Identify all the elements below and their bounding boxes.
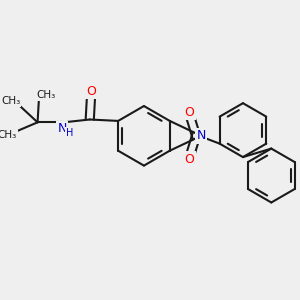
Text: N: N xyxy=(196,129,206,142)
Text: N: N xyxy=(58,122,67,135)
Text: O: O xyxy=(185,106,194,119)
Text: H: H xyxy=(66,128,73,138)
Text: CH₃: CH₃ xyxy=(0,130,17,140)
Text: CH₃: CH₃ xyxy=(36,90,56,100)
Text: CH₃: CH₃ xyxy=(1,96,20,106)
Text: O: O xyxy=(86,85,96,98)
Text: O: O xyxy=(185,153,194,166)
